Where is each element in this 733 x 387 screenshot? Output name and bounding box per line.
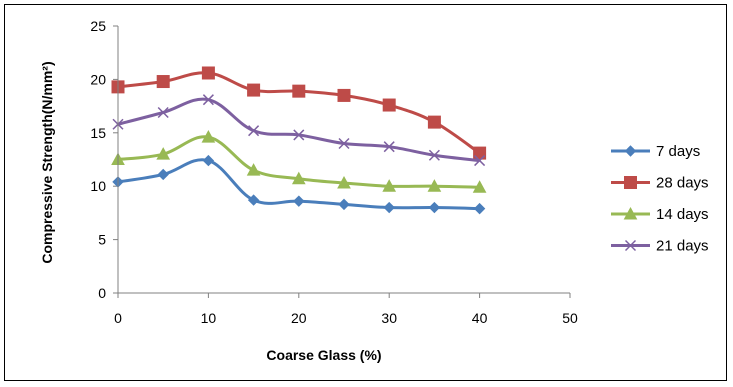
legend-label-14-days: 14 days xyxy=(656,206,709,223)
y-axis-title: Compressive Strength(N/mm²) xyxy=(39,61,55,263)
x-axis-title: Coarse Glass (%) xyxy=(266,347,381,363)
x-tick-label: 40 xyxy=(472,310,488,326)
data-point-7-days xyxy=(338,198,350,211)
data-point-21-days xyxy=(248,125,260,137)
x-tick-label: 50 xyxy=(562,310,578,326)
y-tick-label: 5 xyxy=(98,232,106,248)
data-point-21-days xyxy=(202,94,214,106)
data-point-28-days xyxy=(292,84,306,98)
data-point-7-days xyxy=(157,168,169,181)
data-point-7-days xyxy=(428,201,441,214)
data-point-14-days xyxy=(291,171,306,185)
x-tick-label: 0 xyxy=(114,310,122,326)
legend-marker-14-days xyxy=(623,206,638,220)
legend-label-21-days: 21 days xyxy=(656,238,709,255)
data-point-28-days xyxy=(156,75,170,89)
data-point-28-days xyxy=(201,66,215,80)
data-point-14-days xyxy=(246,163,261,176)
data-point-21-days xyxy=(157,106,169,119)
data-point-7-days xyxy=(247,194,260,206)
data-point-7-days xyxy=(473,202,486,215)
y-axis-ticks: 0 5 10 15 20 25 xyxy=(90,18,118,301)
data-point-7-days xyxy=(293,195,305,207)
data-point-14-days xyxy=(382,179,397,192)
legend-marker-21-days xyxy=(624,239,637,252)
data-point-28-days xyxy=(382,98,396,112)
chart-frame xyxy=(4,4,727,381)
y-tick-label: 0 xyxy=(98,285,106,301)
data-point-21-days xyxy=(338,137,350,150)
y-tick-label: 15 xyxy=(90,125,106,141)
y-tick-label: 10 xyxy=(90,178,106,194)
x-tick-label: 10 xyxy=(201,310,217,326)
data-point-28-days xyxy=(337,88,351,102)
data-point-14-days xyxy=(156,147,171,160)
x-tick-label: 30 xyxy=(381,310,397,326)
plot-series xyxy=(111,66,487,215)
legend-marker-28-days xyxy=(624,176,637,189)
legend-marker-7-days xyxy=(624,145,637,157)
data-point-28-days xyxy=(427,115,441,129)
data-point-21-days xyxy=(428,149,440,161)
data-point-21-days xyxy=(383,141,395,153)
legend: 7 days 28 days 14 days 21 days xyxy=(611,143,709,255)
data-point-21-days xyxy=(474,155,486,167)
data-point-14-days xyxy=(472,180,487,193)
y-tick-label: 20 xyxy=(90,71,106,87)
data-point-7-days xyxy=(383,201,395,214)
data-point-14-days xyxy=(337,175,351,189)
x-axis-ticks: 0 10 20 30 40 50 xyxy=(114,293,578,326)
data-point-7-days xyxy=(202,154,215,167)
data-point-28-days xyxy=(247,83,261,97)
data-point-14-days xyxy=(427,179,442,192)
x-tick-label: 20 xyxy=(291,310,307,326)
legend-label-28-days: 28 days xyxy=(656,175,709,192)
y-tick-label: 25 xyxy=(90,18,106,34)
legend-label-7-days: 7 days xyxy=(656,143,700,160)
data-point-14-days xyxy=(201,130,216,143)
data-point-21-days xyxy=(293,129,305,141)
